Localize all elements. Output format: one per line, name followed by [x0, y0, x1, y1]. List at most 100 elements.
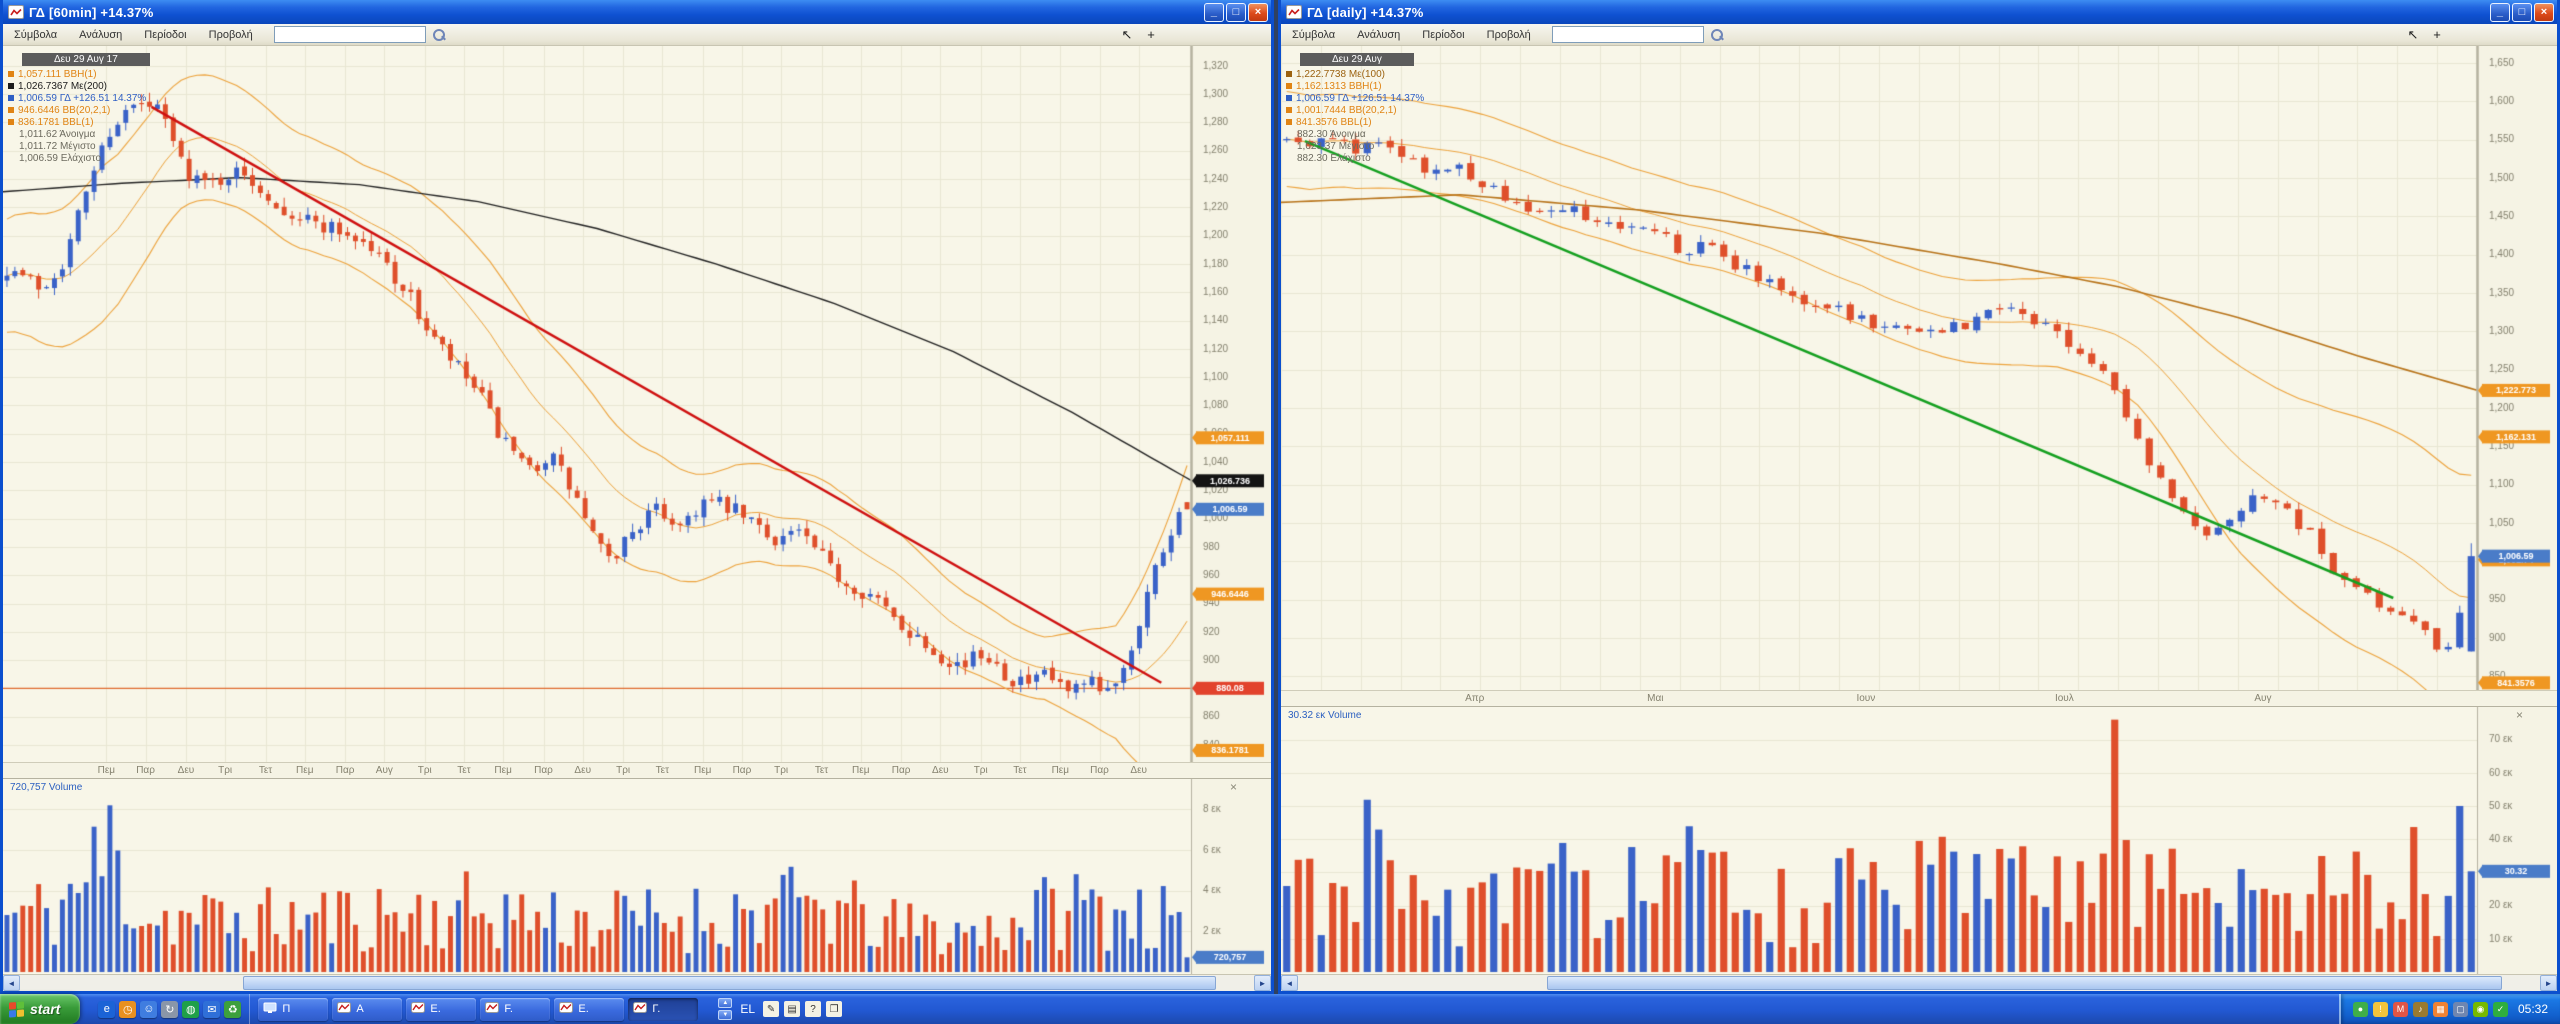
chart-icon: [411, 1002, 426, 1016]
chart-window-60min: ΓΔ [60min] +14.37% _ □ × Σύμβολα Ανάλυση Π…: [0, 0, 1274, 994]
titlebar[interactable]: ΓΔ [60min] +14.37% _ □ ×: [3, 0, 1271, 24]
ie-icon[interactable]: e: [98, 1000, 116, 1018]
scrollbar-thumb[interactable]: [242, 976, 1217, 990]
task-button-E.[interactable]: E.: [406, 997, 477, 1021]
scroll-left-arrow[interactable]: ◄: [3, 975, 20, 991]
chart-icon: [633, 1002, 648, 1016]
price-pane[interactable]: Δευ 29 Αυγ 17 1,057.111 BBH(1) 1,026.7367…: [3, 46, 1271, 762]
search-icon[interactable]: [432, 28, 445, 41]
globe-icon[interactable]: ◍: [182, 1000, 200, 1018]
help-icon[interactable]: ?: [805, 1001, 822, 1017]
start-button[interactable]: start: [0, 994, 81, 1024]
time-axis-label: Δευ: [574, 765, 592, 776]
time-axis-label: Πεμ: [852, 765, 870, 776]
close-button[interactable]: ×: [2534, 2, 2554, 22]
maximize-button[interactable]: □: [1226, 2, 1246, 22]
menu-bar: Σύμβολα Ανάλυση Περίοδοι Προβολή ↖ +: [1281, 24, 2557, 46]
monitor-icon: [263, 1002, 277, 1017]
search-icon[interactable]: [1710, 28, 1723, 41]
market-app-icon[interactable]: ▦: [2432, 1001, 2448, 1017]
horizontal-scrollbar[interactable]: ◄ ►: [1281, 974, 2557, 991]
pointer-icon[interactable]: ↖: [1121, 26, 1133, 42]
symbol-search-input[interactable]: [1551, 26, 1704, 43]
app-chart-icon: [1286, 5, 1302, 19]
toolbar-scroll-arrows[interactable]: ▲ ▼: [718, 998, 733, 1020]
task-button-F.[interactable]: F.: [480, 997, 551, 1021]
maximize-button[interactable]: □: [2512, 2, 2532, 22]
task-button-Π[interactable]: Π: [258, 997, 329, 1021]
task-button-E.[interactable]: E.: [554, 997, 625, 1021]
menu-item-Ανάλυση[interactable]: Ανάλυση: [79, 28, 123, 41]
menu-item-Ανάλυση[interactable]: Ανάλυση: [1357, 28, 1401, 41]
time-axis-label: Τετ: [1013, 765, 1027, 776]
time-axis-label: Αυγ: [2254, 693, 2272, 704]
messenger-icon[interactable]: ☺: [140, 1000, 158, 1018]
menu-item-Προβολή[interactable]: Προβολή: [1486, 28, 1531, 41]
symbol-search-input[interactable]: [273, 26, 426, 43]
language-indicator[interactable]: EL: [740, 1002, 756, 1016]
time-axis-label: Πεμ: [296, 765, 314, 776]
menu-item-Σύμβολα[interactable]: Σύμβολα: [14, 28, 58, 41]
mail-alert-icon[interactable]: M: [2392, 1001, 2408, 1017]
menu-item-Σύμβολα[interactable]: Σύμβολα: [1292, 28, 1336, 41]
audio-icon[interactable]: ♪: [2412, 1001, 2428, 1017]
time-axis: Απρ Μαι Ιουν Ιουλ Αυγ: [1281, 690, 2557, 706]
minimize-button[interactable]: _: [2490, 2, 2510, 22]
scroll-right-arrow[interactable]: ►: [2540, 975, 2557, 991]
task-button-label: E.: [578, 1003, 589, 1015]
mail-icon[interactable]: ✉: [203, 1000, 221, 1018]
time-axis-label: Παρ: [335, 765, 355, 776]
price-pane[interactable]: Δευ 29 Αυγ 1,222.7738 Με(100) 1,162.1313 …: [1281, 46, 2557, 690]
app-chart-icon: [8, 5, 24, 19]
time-axis-label: Παρ: [1090, 765, 1109, 776]
time-axis-label: Τρι: [218, 765, 233, 776]
clock-icon[interactable]: ◷: [119, 1000, 137, 1018]
volume-close-icon[interactable]: ×: [2515, 708, 2523, 722]
security-shield-icon[interactable]: !: [2372, 1001, 2388, 1017]
scroll-up-icon: ▲: [718, 998, 733, 1008]
scroll-left-arrow[interactable]: ◄: [1281, 975, 1298, 991]
task-button-Γ.[interactable]: Γ.: [628, 997, 699, 1021]
minimize-button[interactable]: _: [1204, 2, 1224, 22]
horizontal-scrollbar[interactable]: ◄ ►: [3, 974, 1271, 991]
time-axis-label: Πεμ: [494, 765, 512, 776]
volume-close-icon[interactable]: ×: [1229, 780, 1237, 794]
taskbar: start e ◷ ☺ ↻ ◍ ✉ ♻ Π A E. F. E. Γ. ▲ ▼ EL ✎ ▤? ❐ ●! M ♪…: [0, 994, 2560, 1024]
recycle-icon[interactable]: ♻: [224, 1000, 242, 1018]
time-axis-label: Παρ: [891, 765, 911, 776]
volume-pane[interactable]: 720,757 Volume ×: [3, 778, 1271, 974]
zoom-in-icon[interactable]: +: [1147, 27, 1155, 42]
volume-label: 720,757 Volume: [10, 782, 83, 793]
task-button-A[interactable]: A: [332, 997, 403, 1021]
titlebar[interactable]: ΓΔ [daily] +14.37% _ □ ×: [1281, 0, 2557, 24]
time-axis-label: Δευ: [932, 765, 949, 776]
close-button[interactable]: ×: [1248, 2, 1268, 22]
task-buttons: Π A E. F. E. Γ.: [250, 994, 706, 1024]
pen-icon[interactable]: ✎: [763, 1001, 780, 1017]
time-axis-label: Παρ: [136, 765, 155, 776]
menu-item-Περίοδοι[interactable]: Περίοδοι: [1422, 28, 1465, 41]
zoom-in-icon[interactable]: +: [2433, 27, 2441, 42]
volume-pane[interactable]: 30.32 εκ Volume ×: [1281, 706, 2557, 974]
keyboard-icon[interactable]: ▤: [784, 1001, 801, 1017]
antivirus-icon[interactable]: ●: [2352, 1001, 2368, 1017]
restore-icon[interactable]: ❐: [826, 1001, 843, 1017]
task-button-label: A: [356, 1003, 364, 1015]
system-tray: ●! M ♪ ▦ ▢ ◉ ✓ 05:32: [2338, 994, 2560, 1024]
time-axis-label: Τρι: [774, 765, 789, 776]
time-axis-label: Τετ: [814, 765, 829, 776]
scrollbar-thumb[interactable]: [1547, 976, 2502, 990]
time-axis-label: Πεμ: [1051, 765, 1070, 776]
sync-icon[interactable]: ↻: [161, 1000, 179, 1018]
time-axis-label: Αυγ: [375, 765, 393, 776]
pointer-icon[interactable]: ↖: [2407, 26, 2419, 42]
time-axis-label: Παρ: [534, 765, 553, 776]
gpu-icon[interactable]: ◉: [2472, 1001, 2488, 1017]
menu-item-Προβολή[interactable]: Προβολή: [208, 28, 253, 41]
menu-item-Περίοδοι[interactable]: Περίοδοι: [144, 28, 187, 41]
time-axis-label: Απρ: [1465, 693, 1485, 704]
scroll-right-arrow[interactable]: ►: [1254, 975, 1271, 991]
update-icon[interactable]: ✓: [2492, 1001, 2508, 1017]
session-icon[interactable]: ▢: [2452, 1001, 2468, 1017]
